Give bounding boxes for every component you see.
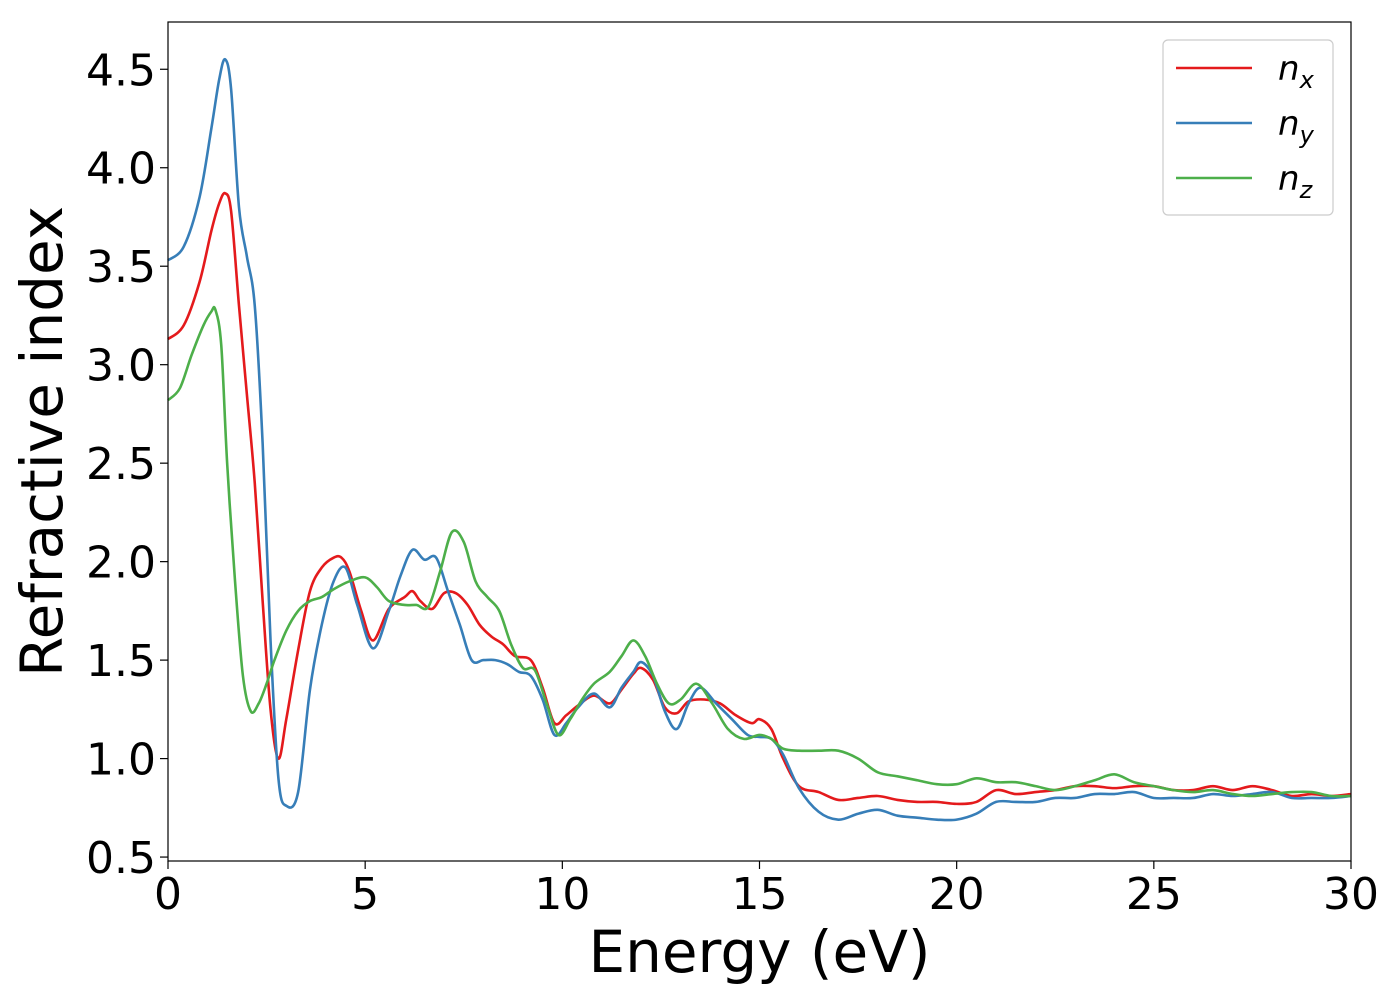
legend-label-y: ny xyxy=(1278,104,1315,149)
y-tick-label: 1.5 xyxy=(86,636,156,687)
y-tick-label: 2.5 xyxy=(86,439,156,490)
x-tick-label: 15 xyxy=(732,869,788,920)
x-tick-label: 30 xyxy=(1323,869,1379,920)
legend-label-x: nx xyxy=(1278,49,1315,94)
x-tick-label: 20 xyxy=(929,869,985,920)
x-tick-label: 0 xyxy=(154,869,182,920)
series-line-z xyxy=(167,305,1352,798)
y-tick-label: 0.5 xyxy=(86,833,156,884)
x-tick-label: 5 xyxy=(351,869,379,920)
ticks-layer: 0 5 10 15 20 25 30 0.5 1.0 1.5 2.0 2.5 3.0 3.5 4.0 4.5 xyxy=(86,45,1379,920)
x-tick-label: 25 xyxy=(1126,869,1182,920)
y-tick-label: 4.0 xyxy=(86,144,156,195)
x-tick-label: 10 xyxy=(534,869,590,920)
series-layer xyxy=(167,58,1352,822)
series-line-x xyxy=(167,191,1352,806)
legend: nx ny nz xyxy=(1162,39,1334,216)
y-tick-label: 1.0 xyxy=(86,735,156,786)
series-line-y xyxy=(167,58,1352,822)
y-tick-label: 3.5 xyxy=(86,242,156,293)
y-tick-label: 3.0 xyxy=(86,341,156,392)
legend-box xyxy=(1162,39,1334,216)
y-tick-label: 4.5 xyxy=(86,45,156,96)
y-tick-label: 2.0 xyxy=(86,538,156,589)
x-axis-title: Energy (eV) xyxy=(588,918,930,986)
y-axis-title: Refractive index xyxy=(8,206,76,677)
legend-label-z: nz xyxy=(1278,159,1314,204)
